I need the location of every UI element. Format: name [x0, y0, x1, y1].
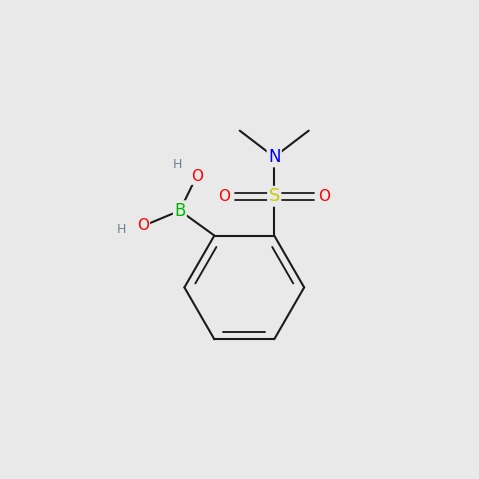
Text: B: B	[174, 202, 185, 220]
Text: O: O	[137, 217, 149, 232]
Text: H: H	[117, 223, 126, 236]
Text: O: O	[218, 189, 230, 204]
Text: N: N	[268, 148, 281, 166]
Text: O: O	[191, 169, 203, 183]
Text: S: S	[269, 187, 280, 205]
Text: O: O	[318, 189, 330, 204]
Text: H: H	[173, 158, 182, 171]
